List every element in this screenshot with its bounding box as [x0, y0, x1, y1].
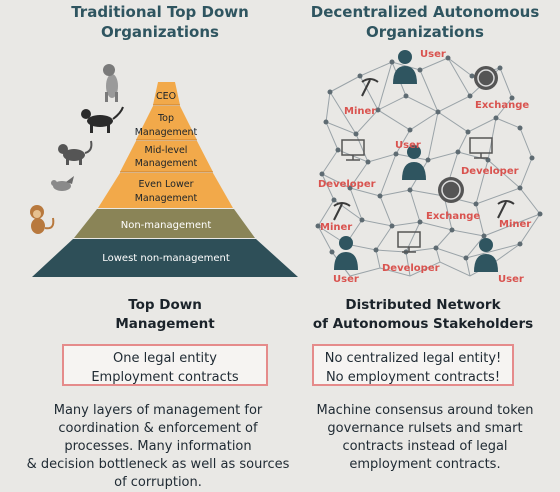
- computer-icon: [469, 137, 493, 159]
- computer-icon: [397, 231, 421, 253]
- pyramid-layer-lowest-non-management: [32, 239, 298, 277]
- left-subheading-line2: Management: [115, 316, 215, 332]
- left-subheading: Top Down Management: [50, 296, 280, 334]
- pickaxe-icon: [497, 200, 515, 219]
- node-label-user-mid: User: [395, 140, 421, 151]
- pickaxe-icon: [361, 78, 379, 97]
- left-para-line3: processes. Many information: [64, 439, 252, 454]
- node-label-exchange-top: Exchange: [475, 100, 529, 111]
- network-nodes: [315, 55, 543, 267]
- right-title-line1: Decentralized Autonomous: [310, 3, 540, 21]
- node-label-developer-right: Developer: [461, 166, 519, 177]
- right-description: Machine consensus around token governanc…: [296, 402, 554, 474]
- node-label-miner-left-bottom: Miner: [320, 222, 352, 233]
- left-para-line2: coordination & enforcement of: [58, 421, 258, 436]
- left-column-title: Traditional Top Down Organizations: [50, 2, 270, 42]
- right-para-line2: governance rulsets and smart: [327, 421, 523, 436]
- pyramid-label-lower: Even Lower: [139, 179, 194, 190]
- bird-icon: [51, 176, 74, 191]
- coin-icon: [474, 66, 498, 90]
- left-box-line1: One legal entity: [113, 351, 217, 366]
- node-label-user-bottom-right: User: [498, 274, 524, 285]
- pyramid-label-top: Top: [157, 113, 174, 124]
- node-label-developer-bottom: Developer: [382, 263, 440, 274]
- right-subheading-line2: of Autonomous Stakeholders: [312, 316, 534, 332]
- dog-icon: [81, 106, 124, 133]
- left-para-line5: of corruption.: [114, 475, 202, 490]
- left-subheading-line1: Top Down: [128, 297, 202, 313]
- pyramid-layer-even-lower-management: [98, 173, 233, 208]
- dog-icon: [103, 64, 118, 102]
- node-label-user-top: User: [420, 49, 446, 60]
- right-box-line2: No employment contracts!: [325, 370, 501, 385]
- right-legal-box: No centralized legal entity! No employme…: [312, 344, 514, 386]
- user-icon: [393, 50, 417, 84]
- left-description: Many layers of management for coordinati…: [8, 402, 308, 492]
- left-title-line2: Organizations: [101, 23, 219, 41]
- computer-icon: [341, 139, 365, 161]
- monkey-icon: [30, 205, 55, 234]
- pyramid-layer-mid-level-management: [120, 141, 213, 172]
- coin-icon: [438, 177, 464, 203]
- pyramid-label-top-2: Management: [135, 127, 198, 138]
- cat-icon: [58, 140, 93, 165]
- right-subheading-line1: Distributed Network: [345, 297, 501, 313]
- pyramid: CEO Top Management Mid-level Management …: [32, 82, 298, 277]
- user-icon: [474, 238, 498, 272]
- user-icon: [402, 145, 426, 180]
- left-title-line1: Traditional Top Down: [71, 3, 249, 21]
- pyramid-layer-non-management: [74, 209, 255, 238]
- right-box-line1: No centralized legal entity!: [324, 351, 502, 366]
- pyramid-label-lower-2: Management: [135, 193, 198, 204]
- left-box-line2: Employment contracts: [91, 370, 239, 385]
- right-subheading: Distributed Network of Autonomous Stakeh…: [292, 296, 554, 334]
- pickaxe-icon: [333, 202, 351, 221]
- right-title-line2: Organizations: [366, 23, 484, 41]
- pyramid-label-mid: Mid-level: [145, 145, 188, 156]
- pyramid-label-mid-2: Management: [135, 158, 198, 169]
- user-icon: [334, 236, 358, 270]
- node-label-exchange-mid: Exchange: [426, 211, 480, 222]
- left-para-line1: Many layers of management for: [53, 403, 263, 418]
- right-para-line1: Machine consensus around token: [316, 403, 534, 418]
- pyramid-label-non-management: Non-management: [121, 220, 212, 231]
- right-column-title: Decentralized Autonomous Organizations: [290, 2, 560, 42]
- pyramid-label-ceo: CEO: [156, 91, 176, 102]
- right-para-line4: employment contracts.: [349, 457, 501, 472]
- node-label-user-bottom-left: User: [333, 274, 359, 285]
- right-para-line3: contracts instead of legal: [342, 439, 508, 454]
- pyramid-label-lowest: Lowest non-management: [102, 253, 230, 264]
- left-para-line4: & decision bottleneck as well as sources: [26, 457, 290, 472]
- figure-canvas: CEO Top Management Mid-level Management …: [30, 49, 543, 285]
- node-label-developer-left: Developer: [318, 179, 376, 190]
- pyramid-layer-top-management: [136, 106, 197, 140]
- node-label-miner-right: Miner: [499, 219, 531, 230]
- node-label-miner-left-top: Miner: [344, 106, 376, 117]
- pyramid-layer-ceo: [153, 82, 180, 105]
- left-legal-box: One legal entity Employment contracts: [62, 344, 268, 386]
